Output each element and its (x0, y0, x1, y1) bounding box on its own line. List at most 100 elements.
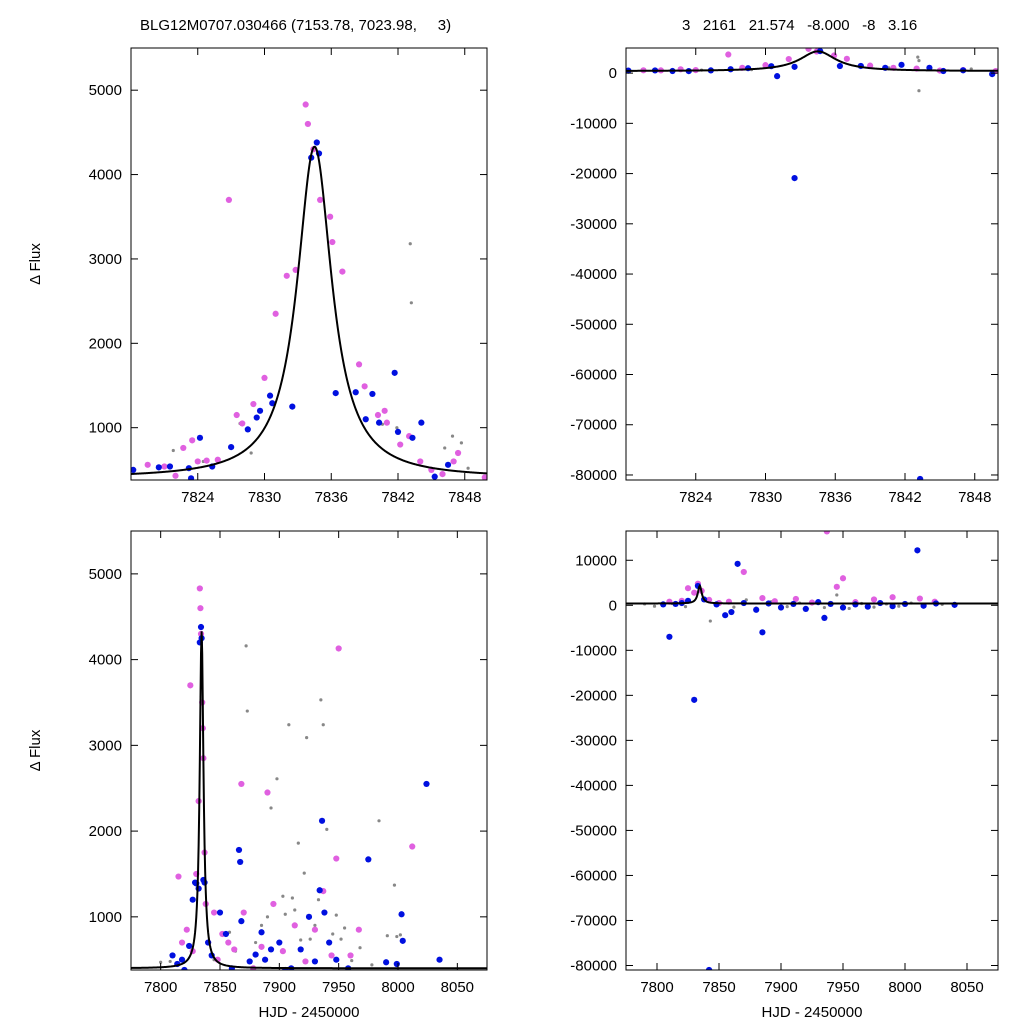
data-point-blue (238, 918, 245, 925)
x-tick-label: 7830 (248, 489, 281, 506)
data-point-magenta (144, 461, 151, 468)
y-tick-label: 3000 (89, 251, 122, 268)
y-tick-label: -40000 (570, 266, 617, 283)
data-point-magenta (481, 474, 487, 480)
data-point-grey (313, 923, 317, 928)
data-point-grey (321, 723, 325, 727)
data-point-blue (889, 603, 896, 610)
data-point-grey (308, 937, 312, 941)
y-tick-label: 0 (609, 65, 617, 82)
data-point-blue (734, 560, 741, 567)
data-point-blue (666, 633, 673, 640)
x-tick-label: 8000 (381, 979, 414, 996)
data-point-grey (269, 806, 273, 810)
y-tick-label: -50000 (570, 316, 617, 333)
data-point-grey (305, 736, 309, 740)
data-point-grey (290, 896, 294, 900)
data-point-grey (652, 604, 657, 608)
y-tick-label: -80000 (570, 467, 617, 484)
model-curve (626, 50, 998, 72)
data-point-blue (252, 951, 259, 958)
data-point-grey (370, 963, 374, 967)
data-point-magenta (889, 594, 896, 601)
data-point-grey (302, 871, 306, 875)
data-point-grey (319, 698, 323, 702)
x-tick-label: 7800 (144, 979, 177, 996)
data-point-magenta (327, 213, 334, 220)
data-point-magenta (355, 361, 363, 368)
data-point-blue (269, 400, 276, 407)
data-point-blue (276, 939, 283, 946)
y-tick-label: -70000 (570, 912, 617, 929)
data-point-magenta (335, 645, 342, 652)
data-point-blue (753, 606, 760, 613)
data-point-blue (187, 475, 195, 480)
data-point-grey (159, 960, 163, 964)
data-point-grey (287, 723, 291, 727)
data-point-blue (155, 464, 162, 471)
data-point-blue (318, 817, 326, 824)
x-tick-label: 8000 (888, 979, 921, 996)
y-tick-label: 10000 (575, 552, 617, 569)
data-point-blue (393, 960, 400, 968)
data-point-blue (216, 909, 224, 916)
data-point-magenta (183, 926, 190, 933)
y-tick-label: 2000 (89, 335, 122, 352)
data-point-grey (443, 446, 447, 450)
model-curve (626, 583, 998, 605)
y-tick-label: 1000 (89, 420, 122, 437)
data-point-blue (228, 443, 235, 451)
data-point-magenta (304, 120, 311, 128)
data-point-magenta (180, 444, 187, 452)
panel-top-left: 7824 7830 7836 7842 7848 1000 2000 3000 4000 5000… (27, 47, 488, 506)
data-point-magenta (240, 909, 247, 916)
data-point-blue (728, 608, 735, 616)
y-axis-label: Δ Flux (27, 243, 44, 285)
y-tick-label: -10000 (570, 642, 617, 659)
data-point-grey (339, 937, 343, 941)
data-point-magenta (843, 55, 850, 62)
x-tick-label: 7824 (181, 489, 214, 506)
data-point-magenta (792, 595, 799, 603)
y-axis-label: Δ Flux (27, 729, 44, 771)
data-point-magenta (684, 585, 692, 592)
data-point-blue (316, 887, 323, 894)
data-point-grey (293, 908, 297, 912)
x-tick-label: 8050 (950, 979, 983, 996)
data-point-grey (245, 709, 249, 713)
header-left-text: BLG12M0707.030466 (7153.78, 7023.98, 3) (140, 17, 451, 34)
data-point-grey (408, 242, 412, 246)
data-point-blue (253, 414, 260, 421)
data-point-blue (791, 175, 798, 182)
data-point-magenta (339, 268, 346, 275)
data-point-blue (394, 428, 402, 436)
data-point-magenta (264, 789, 271, 796)
data-point-magenta (347, 952, 354, 959)
data-point-magenta (196, 585, 203, 592)
data-point-grey (785, 605, 789, 609)
data-point-blue (383, 959, 390, 966)
data-point-magenta (355, 926, 362, 933)
data-point-grey (259, 923, 264, 928)
data-point-blue (244, 426, 251, 433)
data-point-blue (836, 62, 844, 70)
data-point-magenta (374, 411, 382, 419)
data-point-grey (683, 605, 688, 609)
x-tick-label: 7950 (322, 979, 355, 996)
data-point-grey (917, 59, 921, 63)
data-point-magenta (417, 458, 424, 465)
data-point-grey (325, 827, 329, 831)
data-point-magenta (189, 437, 196, 444)
data-point-grey (358, 946, 362, 950)
data-point-magenta (870, 596, 878, 603)
data-point-magenta (454, 449, 462, 457)
data-point-blue (186, 942, 193, 950)
x-axis-label: HJD - 2450000 (762, 1004, 863, 1021)
data-point-blue (267, 946, 275, 953)
y-tick-label: -80000 (570, 957, 617, 974)
data-point-blue (399, 937, 406, 944)
data-point-blue (352, 389, 359, 396)
plot-area (626, 48, 998, 480)
panels-group: 7824 7830 7836 7842 7848 1000 2000 3000 4000 5000… (27, 47, 999, 1021)
data-point-grey (732, 605, 736, 609)
